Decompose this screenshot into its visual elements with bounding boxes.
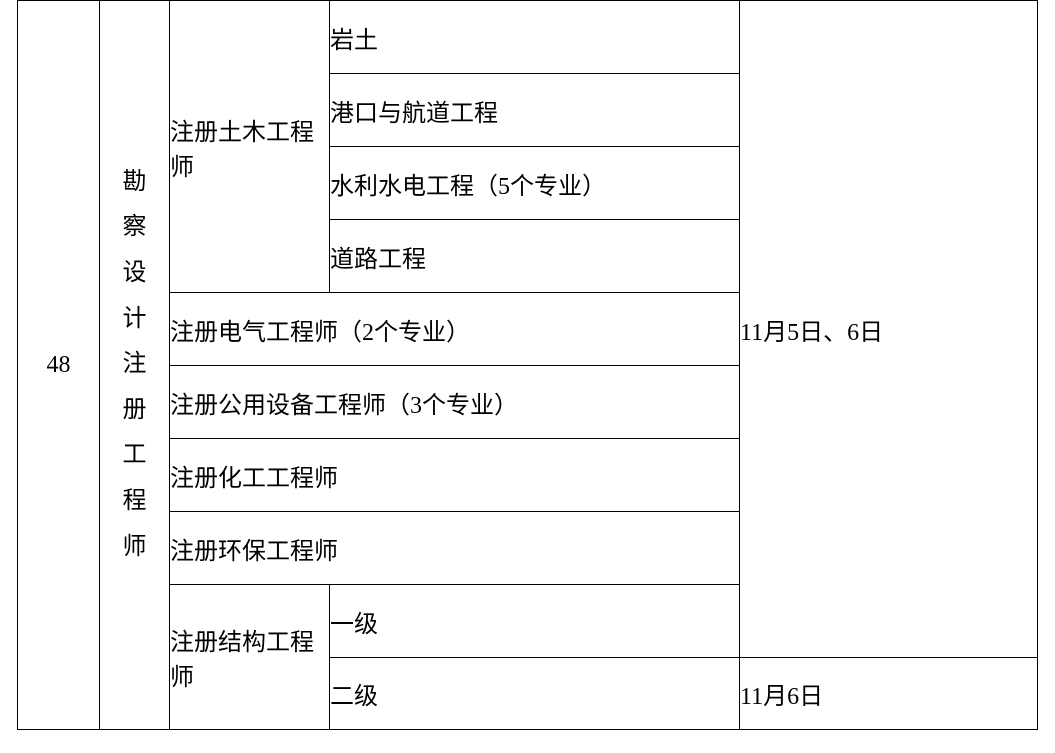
civil-item-2: 水利水电工程（5个专业） [330,174,606,200]
civil-group-label: 注册土木工程师 [170,120,314,181]
full-row-2: 注册化工工程师 [170,466,338,492]
civil-item-1: 港口与航道工程 [330,101,498,127]
struct-item-1: 二级 [330,684,378,710]
full-row-0: 注册电气工程师（2个专业） [170,320,470,346]
full-row-cell: 注册环保工程师 [170,512,740,585]
date-main-cell: 11月5日、6日 [740,1,1038,658]
vertical-title-text: 勘察设计注册工程师 [123,160,147,570]
civil-group-label-cell: 注册土木工程师 [170,1,330,293]
vertical-title-cell: 勘察设计注册工程师 [100,1,170,730]
struct-item-cell: 二级 [330,658,740,730]
full-row-1: 注册公用设备工程师（3个专业） [170,393,518,419]
struct-item-0: 一级 [330,612,378,638]
struct-group-label: 注册结构工程师 [170,630,314,691]
full-row-cell: 注册公用设备工程师（3个专业） [170,366,740,439]
civil-item-cell: 道路工程 [330,220,740,293]
page-container: 48 勘察设计注册工程师 注册土木工程师 岩土 11月5日、6日 港口与航道工 [0,0,1055,753]
civil-item-0: 岩土 [330,28,378,54]
date-last: 11月6日 [740,684,823,710]
civil-item-3: 道路工程 [330,247,426,273]
struct-item-cell: 一级 [330,585,740,658]
full-row-cell: 注册电气工程师（2个专业） [170,293,740,366]
table-row: 48 勘察设计注册工程师 注册土木工程师 岩土 11月5日、6日 [18,1,1038,74]
civil-item-cell: 水利水电工程（5个专业） [330,147,740,220]
date-last-cell: 11月6日 [740,658,1038,730]
row-number-cell: 48 [18,1,100,730]
exam-schedule-table: 48 勘察设计注册工程师 注册土木工程师 岩土 11月5日、6日 港口与航道工 [17,0,1038,730]
row-number: 48 [47,352,71,378]
civil-item-cell: 岩土 [330,1,740,74]
full-row-cell: 注册化工工程师 [170,439,740,512]
struct-group-label-cell: 注册结构工程师 [170,585,330,730]
full-row-3: 注册环保工程师 [170,539,338,565]
civil-item-cell: 港口与航道工程 [330,74,740,147]
date-main: 11月5日、6日 [740,320,883,346]
